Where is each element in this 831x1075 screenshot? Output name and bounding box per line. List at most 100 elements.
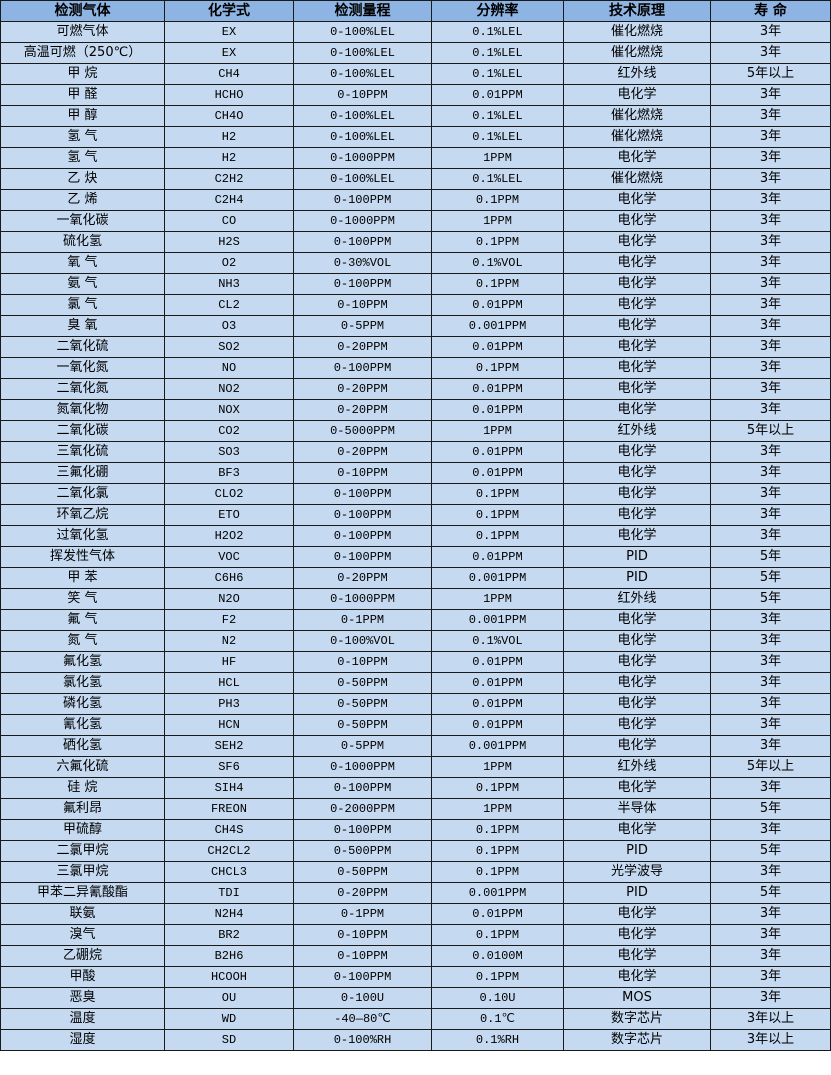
gas-cell: 挥发性气体 <box>0 546 165 568</box>
table-row: 甲硫醇 CH4S 0-100PPM 0.1PPM 电化学 3年 <box>0 819 831 841</box>
resolution-cell: 0.1%VOL <box>431 630 564 652</box>
gas-cell: 氮 气 <box>0 630 165 652</box>
table-row: 氮氧化物 NOX 0-20PPM 0.01PPM 电化学 3年 <box>0 399 831 421</box>
gas-cell: 温度 <box>0 1008 165 1030</box>
gas-cell: 氮氧化物 <box>0 399 165 421</box>
range-cell: 0-2000PPM <box>293 798 432 820</box>
range-cell: 0-10PPM <box>293 651 432 673</box>
gas-cell: 氟利昂 <box>0 798 165 820</box>
principle-cell: 电化学 <box>563 525 711 547</box>
formula-cell: OU <box>164 987 294 1009</box>
table-row: 甲 苯 C6H6 0-20PPM 0.001PPM PID 5年 <box>0 567 831 589</box>
gas-cell: 三氧化硫 <box>0 441 165 463</box>
resolution-cell: 1PPM <box>431 420 564 442</box>
formula-cell: H2S <box>164 231 294 253</box>
resolution-cell: 0.001PPM <box>431 735 564 757</box>
resolution-cell: 0.1%LEL <box>431 168 564 190</box>
lifespan-cell: 5年 <box>710 840 831 862</box>
resolution-cell: 0.001PPM <box>431 609 564 631</box>
resolution-cell: 0.1PPM <box>431 273 564 295</box>
resolution-cell: 0.1PPM <box>431 966 564 988</box>
formula-cell: O3 <box>164 315 294 337</box>
resolution-cell: 0.001PPM <box>431 315 564 337</box>
table-row: 二氧化碳 CO2 0-5000PPM 1PPM 红外线 5年以上 <box>0 420 831 442</box>
principle-cell: 电化学 <box>563 231 711 253</box>
gas-cell: 甲 醛 <box>0 84 165 106</box>
lifespan-cell: 3年 <box>710 987 831 1009</box>
range-cell: 0-10PPM <box>293 294 432 316</box>
resolution-cell: 1PPM <box>431 147 564 169</box>
resolution-cell: 0.01PPM <box>431 462 564 484</box>
range-cell: 0-100U <box>293 987 432 1009</box>
resolution-cell: 0.1PPM <box>431 840 564 862</box>
lifespan-cell: 3年 <box>710 945 831 967</box>
gas-cell: 氯 气 <box>0 294 165 316</box>
lifespan-cell: 3年 <box>710 189 831 211</box>
lifespan-cell: 3年 <box>710 147 831 169</box>
principle-cell: 电化学 <box>563 294 711 316</box>
lifespan-cell: 3年 <box>710 483 831 505</box>
range-cell: 0-5000PPM <box>293 420 432 442</box>
table-row: 氧 气 O2 0-30%VOL 0.1%VOL 电化学 3年 <box>0 252 831 274</box>
formula-cell: EX <box>164 42 294 64</box>
formula-cell: N2 <box>164 630 294 652</box>
lifespan-cell: 3年 <box>710 672 831 694</box>
table-row: 氟利昂 FREON 0-2000PPM 1PPM 半导体 5年 <box>0 798 831 820</box>
principle-cell: 催化燃烧 <box>563 168 711 190</box>
range-cell: 0-100PPM <box>293 483 432 505</box>
principle-cell: 电化学 <box>563 336 711 358</box>
gas-cell: 甲苯二异氰酸酯 <box>0 882 165 904</box>
table-row: 氟 气 F2 0-1PPM 0.001PPM 电化学 3年 <box>0 609 831 631</box>
principle-cell: PID <box>563 840 711 862</box>
principle-cell: 电化学 <box>563 966 711 988</box>
principle-cell: 电化学 <box>563 819 711 841</box>
principle-cell: 电化学 <box>563 924 711 946</box>
principle-cell: 电化学 <box>563 189 711 211</box>
formula-cell: H2 <box>164 126 294 148</box>
principle-cell: 催化燃烧 <box>563 42 711 64</box>
range-cell: 0-20PPM <box>293 567 432 589</box>
principle-cell: MOS <box>563 987 711 1009</box>
resolution-cell: 0.01PPM <box>431 84 564 106</box>
resolution-cell: 0.0100M <box>431 945 564 967</box>
lifespan-cell: 3年 <box>710 966 831 988</box>
principle-cell: 半导体 <box>563 798 711 820</box>
lifespan-cell: 3年 <box>710 378 831 400</box>
principle-cell: 光学波导 <box>563 861 711 883</box>
principle-cell: PID <box>563 567 711 589</box>
lifespan-cell: 5年 <box>710 546 831 568</box>
range-cell: 0-100%LEL <box>293 21 432 43</box>
gas-cell: 氢 气 <box>0 147 165 169</box>
table-row: 二氧化硫 SO2 0-20PPM 0.01PPM 电化学 3年 <box>0 336 831 358</box>
gas-cell: 乙 炔 <box>0 168 165 190</box>
gas-cell: 恶臭 <box>0 987 165 1009</box>
resolution-cell: 0.01PPM <box>431 294 564 316</box>
formula-cell: FREON <box>164 798 294 820</box>
principle-cell: 红外线 <box>563 756 711 778</box>
gas-cell: 联氨 <box>0 903 165 925</box>
table-row: 甲 醇 CH4O 0-100%LEL 0.1%LEL 催化燃烧 3年 <box>0 105 831 127</box>
table-row: 一氧化碳 CO 0-1000PPM 1PPM 电化学 3年 <box>0 210 831 232</box>
gas-cell: 二氧化氮 <box>0 378 165 400</box>
principle-cell: 电化学 <box>563 462 711 484</box>
resolution-cell: 0.1PPM <box>431 924 564 946</box>
formula-cell: CO2 <box>164 420 294 442</box>
resolution-cell: 0.01PPM <box>431 441 564 463</box>
resolution-cell: 0.1PPM <box>431 777 564 799</box>
range-cell: 0-10PPM <box>293 945 432 967</box>
gas-cell: 过氧化氢 <box>0 525 165 547</box>
table-row: 联氨 N2H4 0-1PPM 0.01PPM 电化学 3年 <box>0 903 831 925</box>
lifespan-cell: 3年 <box>710 210 831 232</box>
gas-cell: 甲酸 <box>0 966 165 988</box>
principle-cell: 红外线 <box>563 63 711 85</box>
principle-cell: 电化学 <box>563 399 711 421</box>
range-cell: 0-100%LEL <box>293 63 432 85</box>
lifespan-cell: 3年 <box>710 651 831 673</box>
range-cell: 0-1000PPM <box>293 756 432 778</box>
range-cell: 0-5PPM <box>293 735 432 757</box>
lifespan-cell: 3年 <box>710 357 831 379</box>
principle-cell: 数字芯片 <box>563 1008 711 1030</box>
lifespan-cell: 3年 <box>710 231 831 253</box>
formula-cell: B2H6 <box>164 945 294 967</box>
range-cell: 0-50PPM <box>293 672 432 694</box>
